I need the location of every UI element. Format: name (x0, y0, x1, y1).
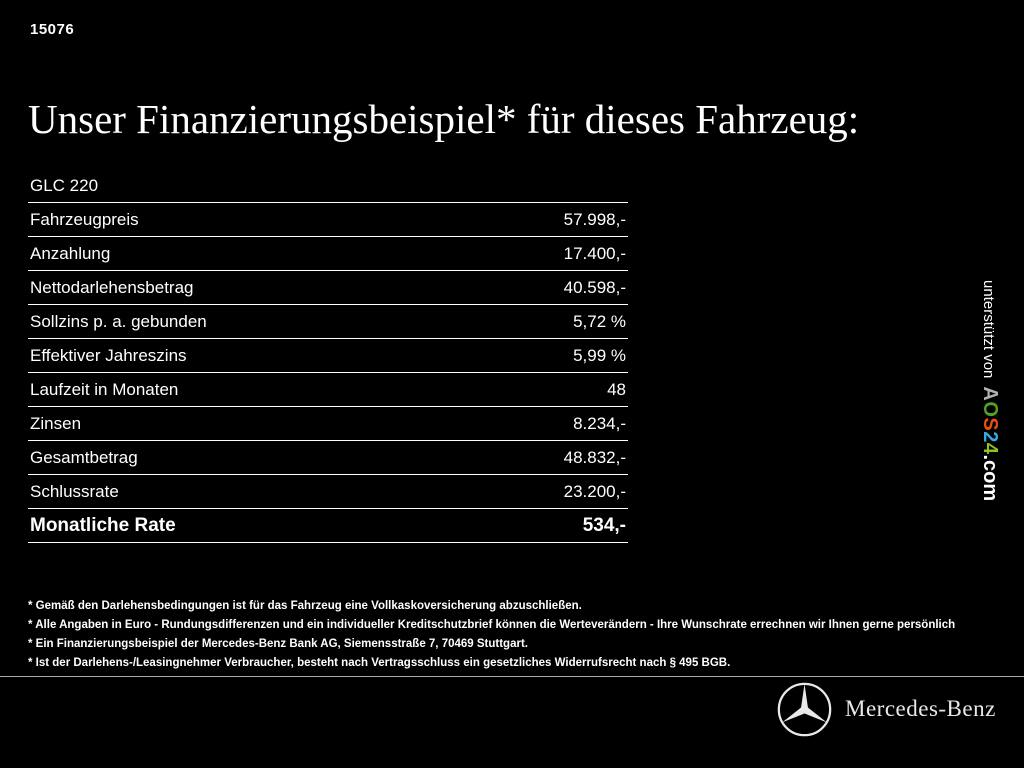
financing-table: GLC 220 Fahrzeugpreis 57.998,- Anzahlung… (28, 170, 628, 543)
footnote-line: * Ist der Darlehens-/Leasingnehmer Verbr… (28, 657, 731, 669)
row-label: Gesamtbetrag (30, 447, 138, 467)
table-row: Nettodarlehensbetrag 40.598,- (28, 270, 628, 304)
row-value: 17.400,- (563, 243, 626, 263)
table-row: Effektiver Jahreszins 5,99 % (28, 338, 628, 372)
page-title: Unser Finanzierungsbeispiel* für dieses … (28, 96, 860, 143)
table-row: Gesamtbetrag 48.832,- (28, 440, 628, 474)
table-row: Zinsen 8.234,- (28, 406, 628, 440)
row-value: 5,72 % (573, 311, 626, 331)
aos24-letter: O (979, 401, 1001, 418)
row-label: Fahrzeugpreis (30, 209, 139, 229)
row-value: 40.598,- (563, 277, 626, 297)
footer-divider (0, 676, 1024, 677)
table-row: Schlussrate 23.200,- (28, 474, 628, 508)
row-label: Anzahlung (30, 243, 111, 263)
table-row: Anzahlung 17.400,- (28, 236, 628, 270)
row-value: 534,- (582, 514, 626, 536)
footnote-line: * Ein Finanzierungsbeispiel der Mercedes… (28, 638, 528, 650)
row-label: Nettodarlehensbetrag (30, 277, 194, 297)
row-label: Schlussrate (30, 481, 119, 501)
row-value: 5,99 % (573, 345, 626, 365)
footnote-line: * Alle Angaben in Euro - Rundungsdiffere… (28, 619, 956, 631)
vehicle-model: GLC 220 (30, 176, 99, 195)
row-value: 48 (607, 379, 626, 399)
row-value: 8.234,- (573, 413, 626, 433)
supported-by-strip: unterstützt von AOS24 .com (977, 280, 1001, 556)
row-label: Zinsen (30, 413, 82, 433)
row-label: Monatliche Rate (30, 514, 176, 536)
table-row: Sollzins p. a. gebunden 5,72 % (28, 304, 628, 338)
footnote-line: * Gemäß den Darlehensbedingungen ist für… (28, 600, 582, 612)
row-label: Sollzins p. a. gebunden (30, 311, 207, 331)
row-value: 57.998,- (563, 209, 626, 229)
aos24-logo: AOS24 (978, 386, 1001, 454)
aos24-letter: S (979, 417, 1001, 432)
row-value: 23.200,- (563, 481, 626, 501)
row-label: Effektiver Jahreszins (30, 345, 187, 365)
mercedes-brand-name: Mercedes-Benz (845, 696, 996, 721)
mercedes-star-icon (777, 682, 832, 737)
aos24-letter: 4 (979, 442, 1001, 455)
row-label: Laufzeit in Monaten (30, 379, 179, 399)
footnotes: * Gemäß den Darlehensbedingungen ist für… (28, 597, 1008, 673)
table-row-monthly-rate: Monatliche Rate 534,- (28, 508, 628, 543)
table-row: Laufzeit in Monaten 48 (28, 372, 628, 406)
reference-number: 15076 (30, 21, 75, 38)
table-row: Fahrzeugpreis 57.998,- (28, 202, 628, 236)
aos24-letter: A (979, 386, 1001, 402)
row-value: 48.832,- (563, 447, 626, 467)
supported-by-label: unterstützt von (980, 280, 997, 379)
aos24-letter: 2 (979, 431, 1001, 443)
aos24-domain-suffix: .com (979, 454, 1001, 502)
